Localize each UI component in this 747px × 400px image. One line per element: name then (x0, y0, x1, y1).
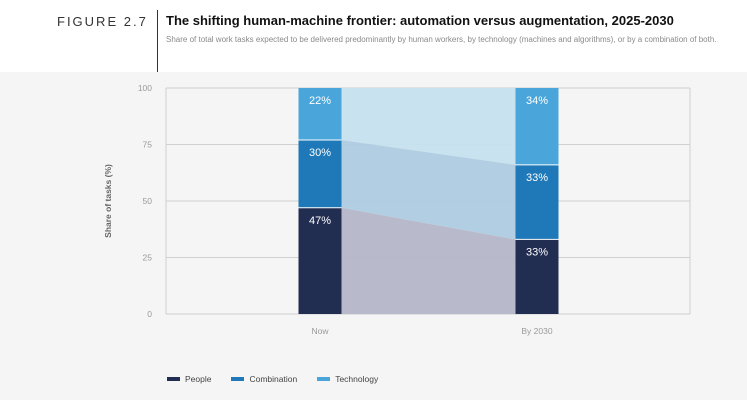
bar-combination (298, 139, 342, 208)
y-tick-label: 25 (143, 253, 153, 263)
data-label: 22% (309, 95, 331, 107)
figure-label: FIGURE 2.7 (57, 14, 148, 29)
flow-band-people (341, 207, 516, 314)
data-label: 47% (309, 215, 331, 227)
data-label: 33% (526, 246, 548, 258)
legend-label-people: People (185, 374, 212, 384)
bar-technology (298, 88, 342, 140)
legend-swatch-technology (317, 377, 331, 381)
chart-legend: People Combination Technology (167, 374, 378, 384)
bar-people (515, 239, 559, 314)
bar-technology (515, 88, 559, 165)
figure-header: FIGURE 2.7 The shifting human-machine fr… (0, 0, 747, 72)
y-tick-label: 100 (138, 83, 152, 93)
bar-combination (515, 164, 559, 240)
y-axis-label: Share of tasks (%) (103, 164, 113, 238)
y-tick-label: 0 (147, 309, 152, 319)
legend-swatch-people (167, 377, 180, 381)
bar-people (298, 207, 342, 314)
chart-title: The shifting human-machine frontier: aut… (166, 13, 674, 28)
y-tick-label: 75 (143, 140, 153, 150)
legend-label-combination: Combination (249, 374, 298, 384)
data-label: 34% (526, 95, 548, 107)
x-tick-label: By 2030 (521, 326, 552, 336)
header-divider (157, 10, 158, 72)
legend-swatch-combination (231, 377, 245, 381)
flow-band-technology (341, 88, 516, 165)
x-tick-label: Now (311, 326, 329, 336)
legend-item-combination: Combination (231, 374, 297, 384)
legend-item-technology: Technology (317, 374, 378, 384)
chart-subtitle: Share of total work tasks expected to be… (166, 35, 717, 44)
legend-label-technology: Technology (335, 374, 379, 384)
y-tick-label: 50 (143, 196, 153, 206)
data-label: 30% (309, 147, 331, 159)
legend-item-people: People (167, 374, 211, 384)
flow-band-combination (341, 139, 516, 240)
data-label: 33% (526, 172, 548, 184)
